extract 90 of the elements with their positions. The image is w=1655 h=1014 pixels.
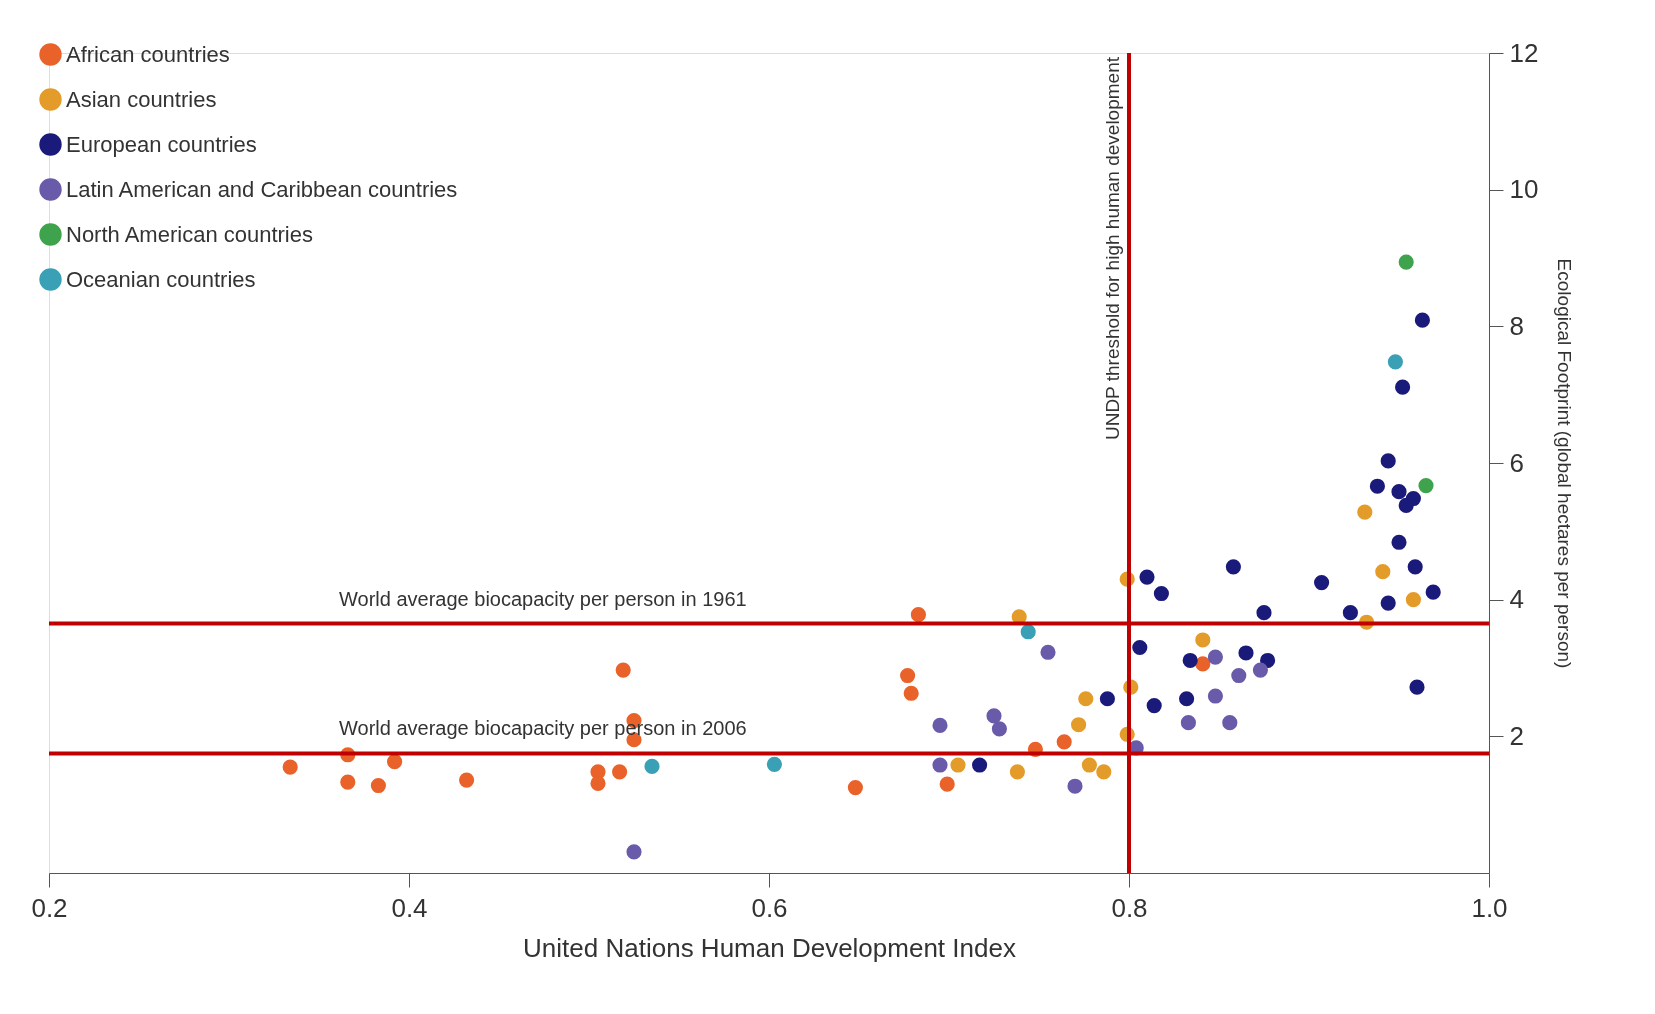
point	[972, 757, 988, 773]
x-tick-label: 0.8	[1111, 892, 1148, 923]
point	[612, 764, 628, 780]
point	[1231, 667, 1247, 684]
legend-label: Asian countries	[66, 86, 217, 112]
x-tick-label: 0.6	[751, 892, 788, 923]
point	[1180, 715, 1196, 731]
point	[1009, 764, 1025, 780]
point	[1256, 605, 1272, 621]
point	[1096, 764, 1112, 780]
point	[1099, 691, 1115, 707]
legend-label: African countries	[66, 41, 230, 67]
y-tick-label: 8	[1509, 310, 1524, 341]
point	[1238, 645, 1254, 661]
point	[986, 708, 1002, 724]
point	[1407, 559, 1423, 575]
point	[1078, 691, 1094, 707]
x-tick-label: 0.2	[31, 892, 68, 923]
y-tick-label: 2	[1509, 720, 1524, 751]
point	[1357, 504, 1373, 520]
point	[590, 775, 606, 792]
point	[1380, 453, 1396, 469]
point	[1207, 688, 1223, 704]
point	[991, 721, 1007, 737]
point	[1398, 254, 1414, 270]
legend-label: European countries	[66, 131, 257, 157]
point	[1425, 584, 1441, 600]
point	[1375, 564, 1391, 580]
point	[1056, 734, 1072, 750]
y-axis-title: Ecological Footprint (global hectares per person)	[1554, 258, 1576, 669]
y-tick-label: 12	[1509, 37, 1539, 68]
point	[1195, 632, 1211, 648]
y-tick-label: 10	[1509, 174, 1539, 205]
point	[1387, 354, 1403, 370]
point	[1153, 585, 1169, 602]
point	[766, 756, 782, 772]
point	[1182, 652, 1198, 669]
legend-label: North American countries	[66, 221, 313, 247]
point	[1380, 595, 1396, 611]
y-tick-label: 4	[1509, 584, 1524, 615]
point	[1391, 484, 1407, 500]
point	[1391, 534, 1407, 550]
point	[910, 607, 926, 623]
x-tick-label: 1.0	[1471, 892, 1508, 923]
point	[1398, 497, 1414, 513]
point	[1071, 717, 1087, 733]
point	[1195, 656, 1211, 672]
point	[932, 717, 948, 733]
y-tick-label: 6	[1509, 447, 1524, 478]
point	[1418, 477, 1434, 494]
point	[340, 774, 356, 790]
point	[1139, 569, 1155, 585]
point	[1132, 639, 1148, 656]
point	[1207, 649, 1223, 665]
point	[282, 759, 298, 775]
legend-label: Latin American and Caribbean countries	[66, 176, 458, 202]
ref-line-label: World average biocapacity per person in 1961	[339, 587, 747, 610]
point	[459, 772, 475, 788]
point	[1067, 778, 1083, 794]
point	[1314, 575, 1330, 591]
point	[644, 758, 660, 774]
point	[1395, 379, 1411, 395]
point	[847, 780, 863, 796]
point	[1405, 592, 1421, 608]
point	[900, 667, 916, 684]
point	[387, 754, 403, 770]
point	[903, 685, 919, 701]
x-axis-title: United Nations Human Development Index	[523, 932, 1016, 963]
point	[939, 776, 955, 792]
legend-label: Oceanian countries	[66, 266, 256, 292]
point	[950, 757, 966, 773]
point	[1409, 679, 1425, 695]
point	[1222, 715, 1238, 731]
ref-line-label: UNDP threshold for high human development	[1102, 56, 1123, 441]
point	[615, 662, 631, 678]
point	[1146, 698, 1162, 714]
point	[1225, 559, 1241, 575]
ref-line-label: World average biocapacity per person in 2006	[339, 717, 747, 740]
point	[1414, 312, 1430, 328]
x-tick-label: 0.4	[391, 892, 428, 923]
point	[1342, 605, 1358, 621]
point	[370, 777, 386, 794]
point	[626, 844, 642, 860]
point	[1369, 478, 1385, 494]
point	[1179, 691, 1195, 707]
point	[932, 757, 948, 773]
point	[1020, 624, 1036, 640]
point	[1252, 662, 1268, 678]
point	[1081, 757, 1097, 773]
point	[1040, 644, 1056, 660]
